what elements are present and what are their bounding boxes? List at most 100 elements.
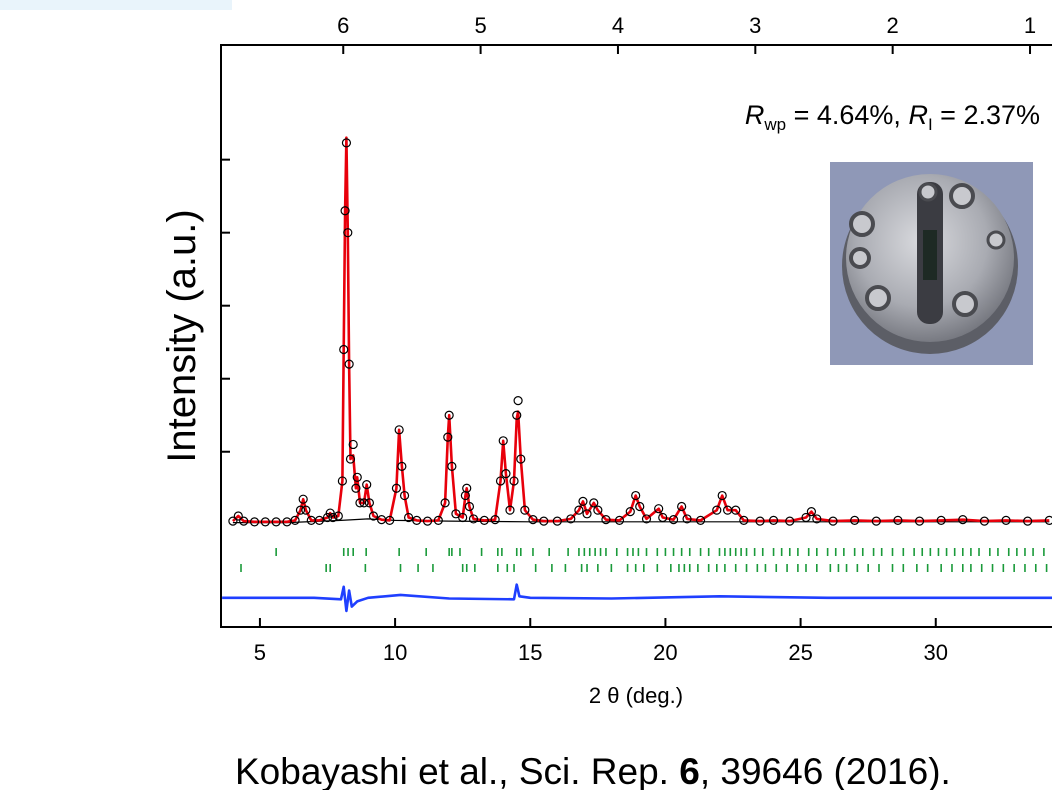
top-tick-label: 3 (749, 13, 761, 38)
observed-point (979, 516, 990, 526)
observed-point (340, 206, 350, 216)
observed-point (812, 514, 822, 524)
observed-point (695, 515, 706, 525)
observed-point (422, 516, 433, 526)
observed-point (440, 498, 450, 508)
observed-point (368, 511, 379, 521)
observed-point (539, 516, 549, 526)
observed-point (341, 138, 352, 148)
observed-point (785, 516, 795, 526)
observed-point (260, 517, 270, 527)
observed-point (582, 509, 592, 519)
observed-point (578, 496, 588, 506)
r-symbol: R (908, 100, 928, 130)
observed-point (495, 476, 506, 486)
observed-point (512, 410, 522, 420)
observed-point (362, 480, 372, 490)
observed-point (936, 515, 946, 525)
observed-point (433, 515, 443, 525)
observed-point (355, 498, 365, 508)
observed-point (1023, 516, 1033, 526)
observed-point (712, 505, 722, 515)
observed-point (574, 505, 584, 515)
observed-point (344, 359, 354, 369)
observed-point (271, 517, 281, 527)
observed-point (228, 516, 238, 526)
observed-point (412, 515, 422, 525)
observed-point (498, 436, 508, 446)
x-tick-label: 15 (518, 640, 542, 665)
observed-point (394, 425, 404, 435)
observed-point (345, 454, 356, 464)
subscript: wp (763, 115, 786, 134)
observed-point (658, 512, 668, 523)
background-line (232, 518, 1050, 524)
observed-point (682, 514, 692, 524)
observed-point (625, 507, 635, 517)
observed-point (505, 505, 515, 515)
observed-point (462, 483, 472, 493)
observed-point (768, 515, 779, 525)
observed-point (914, 516, 925, 526)
caption-text: Kobayashi et al., Sci. Rep. (235, 751, 679, 790)
r-symbol: R (745, 100, 765, 130)
observed-point (249, 517, 260, 527)
fit-value: = 4.64%, (786, 100, 908, 130)
observed-point (348, 439, 358, 450)
observed-point (314, 515, 325, 525)
observed-point (566, 514, 576, 524)
observed-point (458, 512, 468, 523)
observed-point (528, 515, 538, 525)
top-tick-label: 4 (612, 13, 624, 38)
y-axis-label: Intensity (a.u.) (160, 209, 204, 462)
top-tick-label: 5 (474, 13, 486, 38)
x-tick-label: 30 (924, 640, 948, 665)
observed-point (447, 461, 457, 471)
observed-point (444, 410, 454, 420)
observed-point (339, 344, 349, 355)
caption-text: , 39646 (2016). (700, 751, 951, 790)
corner-decoration (0, 0, 232, 10)
sample-holder-photo (830, 162, 1033, 365)
observed-point (739, 515, 749, 525)
top-tick-label: 2 (887, 13, 899, 38)
observed-point (717, 490, 727, 501)
plot-area (222, 136, 1052, 613)
observed-point (239, 516, 249, 526)
x-axis-label: 2 θ (deg.) (589, 683, 683, 708)
observed-point (301, 505, 311, 515)
observed-point (520, 505, 530, 515)
x-tick-label: 25 (788, 640, 812, 665)
observed-point (399, 490, 410, 501)
observed-point (298, 494, 308, 504)
calculated-profile (232, 136, 1050, 524)
observed-point (654, 504, 664, 514)
observed-point (343, 228, 353, 238)
observed-point (601, 515, 611, 525)
observed-point (333, 511, 343, 521)
observed-point (464, 501, 475, 512)
observed-point (1001, 515, 1011, 525)
observed-point (479, 515, 489, 525)
observed-point (397, 461, 407, 471)
x-tick-label: 5 (254, 640, 266, 665)
observed-point (552, 516, 562, 526)
observed-point (490, 515, 500, 525)
caption: Kobayashi et al., Sci. Rep. 6, 39646 (20… (235, 751, 951, 790)
observed-point (501, 469, 511, 479)
observed-point (509, 476, 519, 486)
fit-statistics: Rwp = 4.64%, RI = 2.37% (745, 100, 1040, 134)
observed-point (635, 501, 645, 512)
subscript: I (928, 115, 933, 134)
observed-point (593, 505, 603, 515)
observed-point (385, 515, 395, 525)
observed-point (614, 515, 625, 525)
observed-point (352, 472, 362, 482)
observed-point (391, 483, 402, 493)
x-tick-label: 10 (383, 640, 407, 665)
observed-point (871, 516, 881, 526)
observed-point (295, 505, 306, 515)
observed-point (443, 432, 453, 442)
